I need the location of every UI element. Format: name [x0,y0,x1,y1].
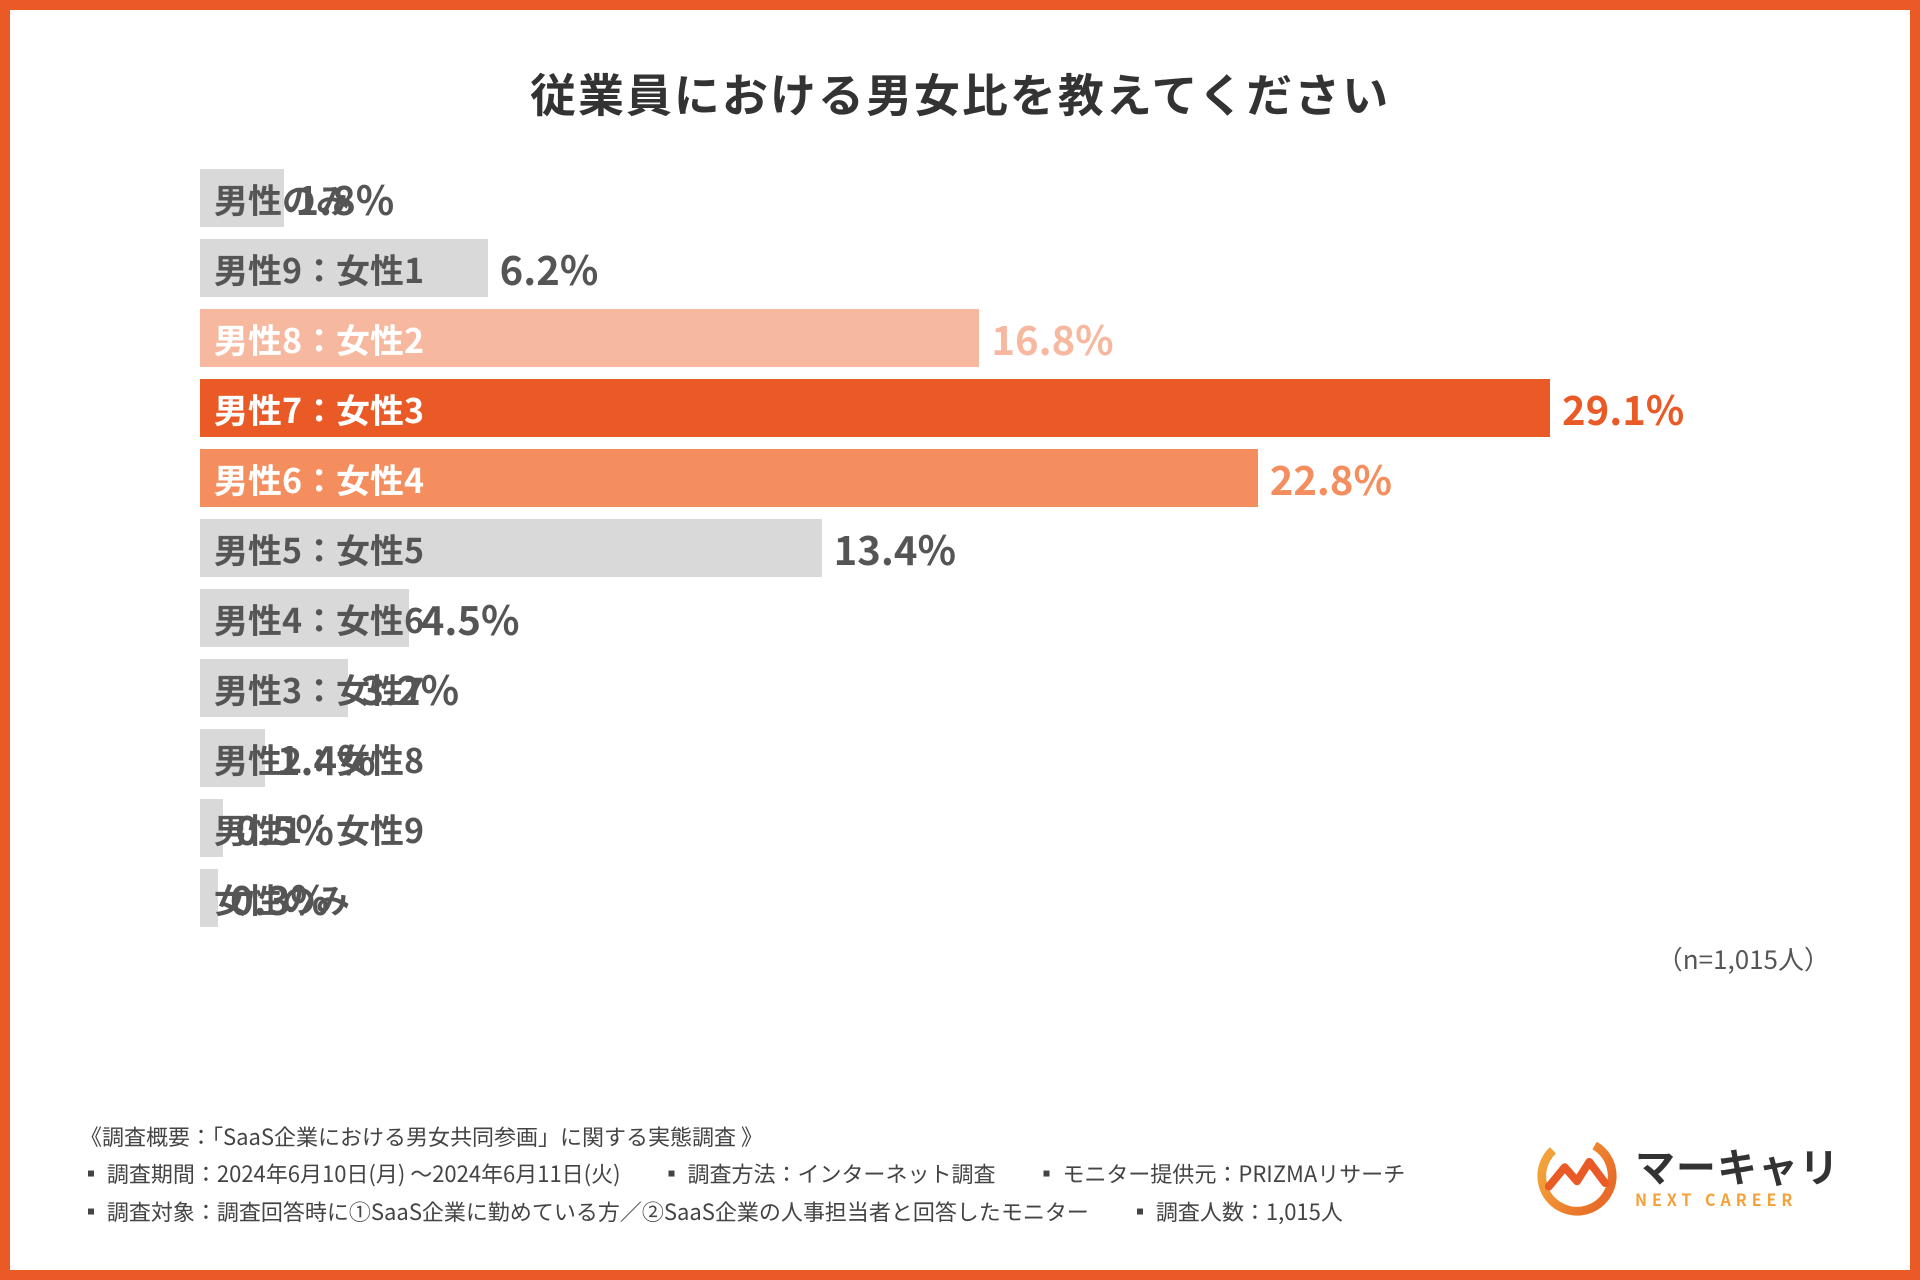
bar: 男性7：女性3 [200,379,1550,437]
bar-row: 男性2：女性81.4% [200,726,1760,790]
bar-percent: 1.8% [296,169,395,227]
logo-mark-icon [1533,1132,1621,1220]
bar-row: 男性7：女性329.1% [200,376,1760,440]
bar: 男性5：女性5 [200,519,822,577]
infographic-frame: 従業員における男女比を教えてください 男性のみ1.8%男性9：女性16.2%男性… [0,0,1920,1280]
bar: 男性3：女性7 [200,659,348,717]
bar-chart: 男性のみ1.8%男性9：女性16.2%男性8：女性216.8%男性7：女性329… [200,166,1760,930]
bar-row: 男性5：女性513.4% [200,516,1760,580]
logo-jp: マーキャリ [1635,1145,1840,1185]
bar: 男性9：女性1 [200,239,488,297]
bar-percent: 13.4% [834,519,956,577]
bar-row: 男性1：女性9 0.5% [200,796,1760,860]
bar-percent: 29.1% [1562,379,1684,437]
bar-row: 男性6：女性422.8% [200,446,1760,510]
bar-percent: 3.2% [360,659,459,717]
bar-row: 男性9：女性16.2% [200,236,1760,300]
bar: 男性のみ [200,169,284,227]
survey-monitor: ▪ モニター提供元：PRIZMAリサーチ [1035,1155,1405,1192]
bar: 女性のみ [200,869,218,927]
survey-target: ▪ 調査対象：調査回答時に①SaaS企業に勤めている方／②SaaS企業の人事担当… [80,1193,1089,1230]
chart-title: 従業員における男女比を教えてください [70,60,1850,126]
bar: 男性4：女性6 [200,589,409,647]
logo-en: NEXT CAREER [1635,1191,1840,1207]
brand-logo: マーキャリ NEXT CAREER [1533,1132,1840,1220]
bar-percent: 0.3% [230,869,329,927]
bar-row: 男性8：女性216.8% [200,306,1760,370]
bar: 男性2：女性8 [200,729,265,787]
bar-row: 男性3：女性73.2% [200,656,1760,720]
survey-period: ▪ 調査期間：2024年6月10日(月) ～2024年6月11日(火) [80,1155,621,1192]
bar: 男性6：女性4 [200,449,1258,507]
survey-count: ▪ 調査人数：1,015人 [1129,1193,1343,1230]
survey-method: ▪ 調査方法：インターネット調査 [661,1155,996,1192]
bar-row: 男性4：女性64.5% [200,586,1760,650]
bar-percent: 6.2% [500,239,599,297]
bar-row: 女性のみ 0.3% [200,866,1760,930]
bar-percent: 22.8% [1270,449,1392,507]
bar-percent: 4.5% [421,589,520,647]
bar: 男性1：女性9 [200,799,223,857]
bar: 男性8：女性2 [200,309,979,367]
bar-percent: 1.4% [277,729,376,787]
bar-percent: 0.5% [235,799,334,857]
bar-percent: 16.8% [991,309,1113,367]
sample-size-note: （n=1,015人） [70,940,1830,977]
logo-text: マーキャリ NEXT CAREER [1635,1145,1840,1207]
bar-row: 男性のみ1.8% [200,166,1760,230]
